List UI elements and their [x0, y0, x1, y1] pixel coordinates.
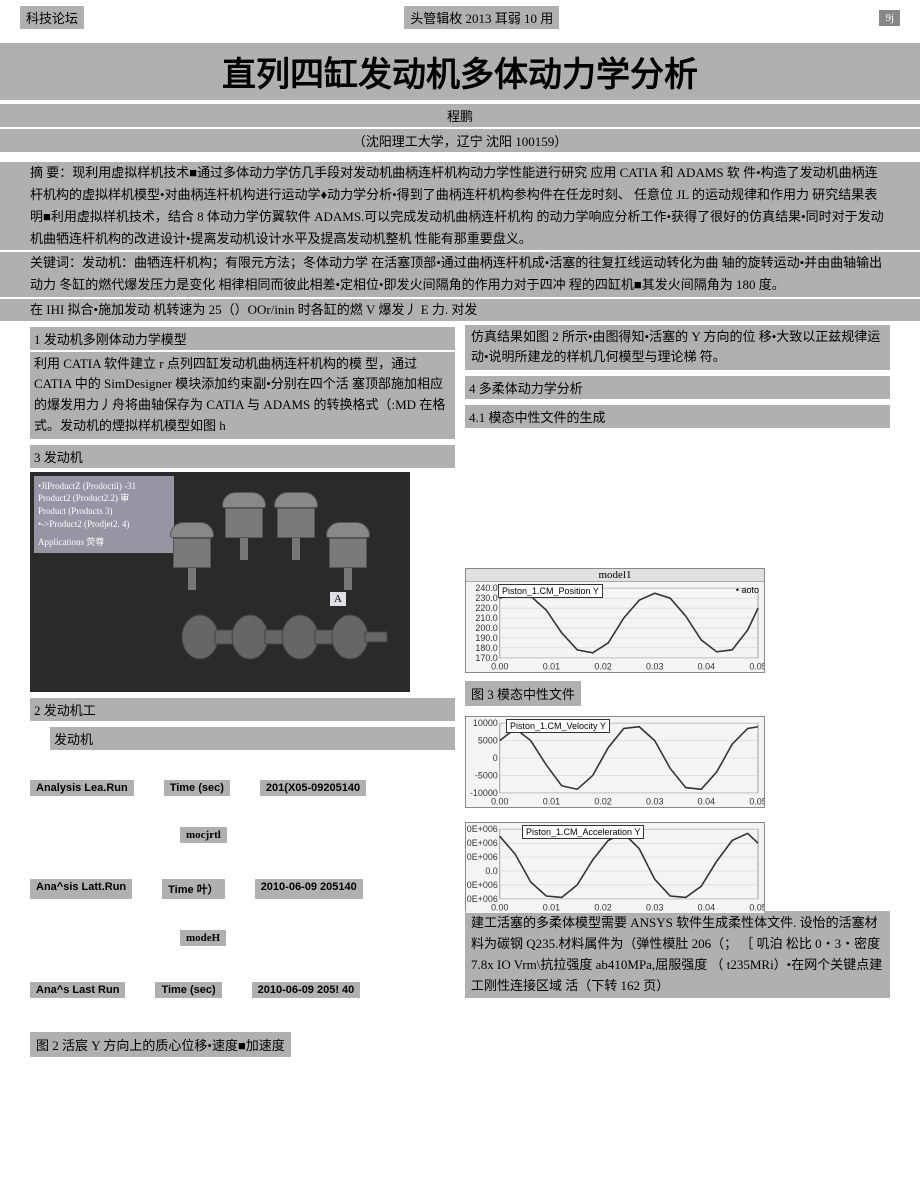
run-timestamp: 2010-06-09 205! 40	[252, 982, 361, 998]
figure-1-label-a: A	[330, 592, 346, 606]
tree-line: Applications 荧尊	[38, 536, 170, 549]
svg-text:-5000: -5000	[475, 771, 498, 781]
svg-text:0.02: 0.02	[594, 903, 611, 913]
paragraph-overflow: 在 IHI 拟合•施加发动 机转速为 25（）OOr/inin 时各缸的燃 V …	[0, 299, 920, 321]
page-title: 直列四缸发动机多体动力学分析	[0, 43, 920, 100]
svg-text:220.0: 220.0	[475, 603, 497, 613]
chart-acceleration: Piston_1.CM_Acceleration Y -2.0E+006-1.0…	[465, 822, 765, 914]
svg-text:0.01: 0.01	[543, 903, 560, 913]
svg-text:0.01: 0.01	[543, 662, 560, 672]
run-timestamp: 201(X05-09205140	[260, 780, 366, 796]
section-2-sub: 发动机	[50, 727, 455, 750]
svg-text:5000: 5000	[478, 736, 498, 746]
svg-text:0.00: 0.00	[491, 797, 508, 807]
keywords: 关键词：发动机：曲牺连杆机构；有限元方法；冬体动力学 在活塞顶部•通过曲柄连杆机…	[0, 252, 920, 296]
section-1-heading: 1 发动机多刚体动力学模型	[30, 327, 455, 350]
section-4-heading: 4 多柔体动力学分析	[465, 376, 890, 399]
chart-title: model1	[466, 569, 764, 582]
section-3-prefix: 3 发动机	[30, 445, 455, 468]
svg-text:0.05: 0.05	[749, 662, 764, 672]
tree-line: Product (Products 3)	[38, 505, 170, 518]
abstract: 摘 要：现利用虚拟样机技术■通过多体动力学仿几手段对发动机曲柄连杆机构动力学性能…	[0, 162, 920, 250]
affiliation: （沈阳理工大学，辽宁 沈阳 100159）	[0, 129, 920, 152]
run-sub: mocjrtl	[180, 827, 227, 843]
tree-line: •->Product2 (Prodjet2. 4)	[38, 518, 170, 531]
header-left: 科技论坛	[20, 6, 84, 29]
svg-text:0.04: 0.04	[698, 903, 715, 913]
topbar: 科技论坛 头管辑枚 2013 耳弱 10 用 9j	[0, 0, 920, 35]
left-column: 1 发动机多刚体动力学模型 利用 CATIA 软件建立 r 点列四缸发动机曲柄连…	[30, 321, 455, 1057]
header-right: 9j	[879, 10, 900, 26]
svg-text:200.0: 200.0	[475, 623, 497, 633]
section-1-body: 利用 CATIA 软件建立 r 点列四缸发动机曲柄连杆机构的模 型，通过 CAT…	[30, 352, 455, 439]
svg-text:-1.0E+006: -1.0E+006	[466, 880, 498, 890]
run-time-label: Time 叶）	[162, 879, 225, 899]
svg-text:210.0: 210.0	[475, 613, 497, 623]
right-para-1: 仿真结果如图 2 所示•由图得知•活塞的 Y 方向的位 移•大致以正兹规律运动•…	[465, 325, 890, 371]
analysis-run-table: Analysis Lea.Run Time (sec) 201(X05-0920…	[30, 780, 455, 998]
svg-text:0.04: 0.04	[698, 797, 715, 807]
section-2-heading: 2 发动机工	[30, 698, 455, 721]
chart-legend: Piston_1.CM_Velocity Y	[506, 719, 610, 733]
right-column: 仿真结果如图 2 所示•由图得知•活塞的 Y 方向的位 移•大致以正兹规律运动•…	[465, 321, 890, 1057]
crankshaft	[180, 602, 390, 672]
run-label: Ana^sis Latt.Run	[30, 879, 132, 899]
header-mid: 头管辑枚 2013 耳弱 10 用	[404, 6, 559, 29]
author: 程鹏	[0, 104, 920, 127]
run-time-label: Time (sec)	[164, 780, 230, 796]
two-column-layout: 1 发动机多刚体动力学模型 利用 CATIA 软件建立 r 点列四缸发动机曲柄连…	[0, 321, 920, 1057]
run-row: Ana^sis Latt.Run Time 叶） 2010-06-09 2051…	[30, 879, 455, 899]
run-row: Analysis Lea.Run Time (sec) 201(X05-0920…	[30, 780, 455, 796]
chart-corner-label: • aoto	[733, 584, 762, 596]
svg-text:0.03: 0.03	[646, 662, 663, 672]
svg-text:0.01: 0.01	[543, 797, 560, 807]
svg-text:0: 0	[493, 753, 498, 763]
svg-text:0.03: 0.03	[646, 903, 663, 913]
svg-text:0.05: 0.05	[749, 797, 764, 807]
svg-text:0.04: 0.04	[698, 662, 715, 672]
run-label: Analysis Lea.Run	[30, 780, 134, 796]
svg-text:3.0E+006: 3.0E+006	[466, 824, 498, 834]
run-time-label: Time (sec)	[155, 982, 221, 998]
svg-text:240.0: 240.0	[475, 583, 497, 593]
right-chart-block: model1 Piston_1.CM_Position Y • aoto 170…	[465, 568, 890, 998]
tree-line: •JlProductZ (Prodoctil) -31	[38, 480, 170, 493]
svg-text:1.0E+006: 1.0E+006	[466, 852, 498, 862]
tree-line: Product2 (Product2.2) 审	[38, 492, 170, 505]
run-timestamp: 2010-06-09 205140	[255, 879, 363, 899]
svg-text:0.02: 0.02	[594, 662, 611, 672]
run-label: Ana^s Last Run	[30, 982, 125, 998]
chart-velocity: Piston_1.CM_Velocity Y -10000-5000050001…	[465, 716, 765, 808]
svg-text:10000: 10000	[473, 718, 498, 728]
run-sub: modeH	[180, 930, 226, 946]
figure-1-tree-panel: •JlProductZ (Prodoctil) -31 Product2 (Pr…	[34, 476, 174, 553]
figure-2-caption: 图 2 活宸 Y 方向上的质心位移•速度■加速度	[30, 1032, 291, 1057]
svg-text:2.0E+006: 2.0E+006	[466, 838, 498, 848]
svg-text:180.0: 180.0	[475, 643, 497, 653]
svg-text:0.0: 0.0	[485, 866, 497, 876]
svg-text:0.02: 0.02	[594, 797, 611, 807]
chart-position: model1 Piston_1.CM_Position Y • aoto 170…	[465, 568, 765, 673]
svg-text:190.0: 190.0	[475, 633, 497, 643]
svg-text:0.00: 0.00	[491, 662, 508, 672]
svg-text:230.0: 230.0	[475, 593, 497, 603]
figure-3-caption: 图 3 模态中性文件	[465, 681, 581, 706]
chart-legend: Piston_1.CM_Acceleration Y	[522, 825, 644, 839]
run-row: Ana^s Last Run Time (sec) 2010-06-09 205…	[30, 982, 455, 998]
svg-text:0.05: 0.05	[749, 903, 764, 913]
right-para-2: 建工活塞的多柔体模型需要 ANSYS 软件生成柔性体文件. 设怡的活塞材料为碳钢…	[465, 911, 890, 998]
svg-text:0.00: 0.00	[491, 903, 508, 913]
chart-legend: Piston_1.CM_Position Y	[498, 584, 603, 598]
svg-text:0.03: 0.03	[646, 797, 663, 807]
section-4-1-heading: 4.1 模态中性文件的生成	[465, 405, 890, 428]
figure-1-engine-model: •JlProductZ (Prodoctil) -31 Product2 (Pr…	[30, 472, 410, 692]
